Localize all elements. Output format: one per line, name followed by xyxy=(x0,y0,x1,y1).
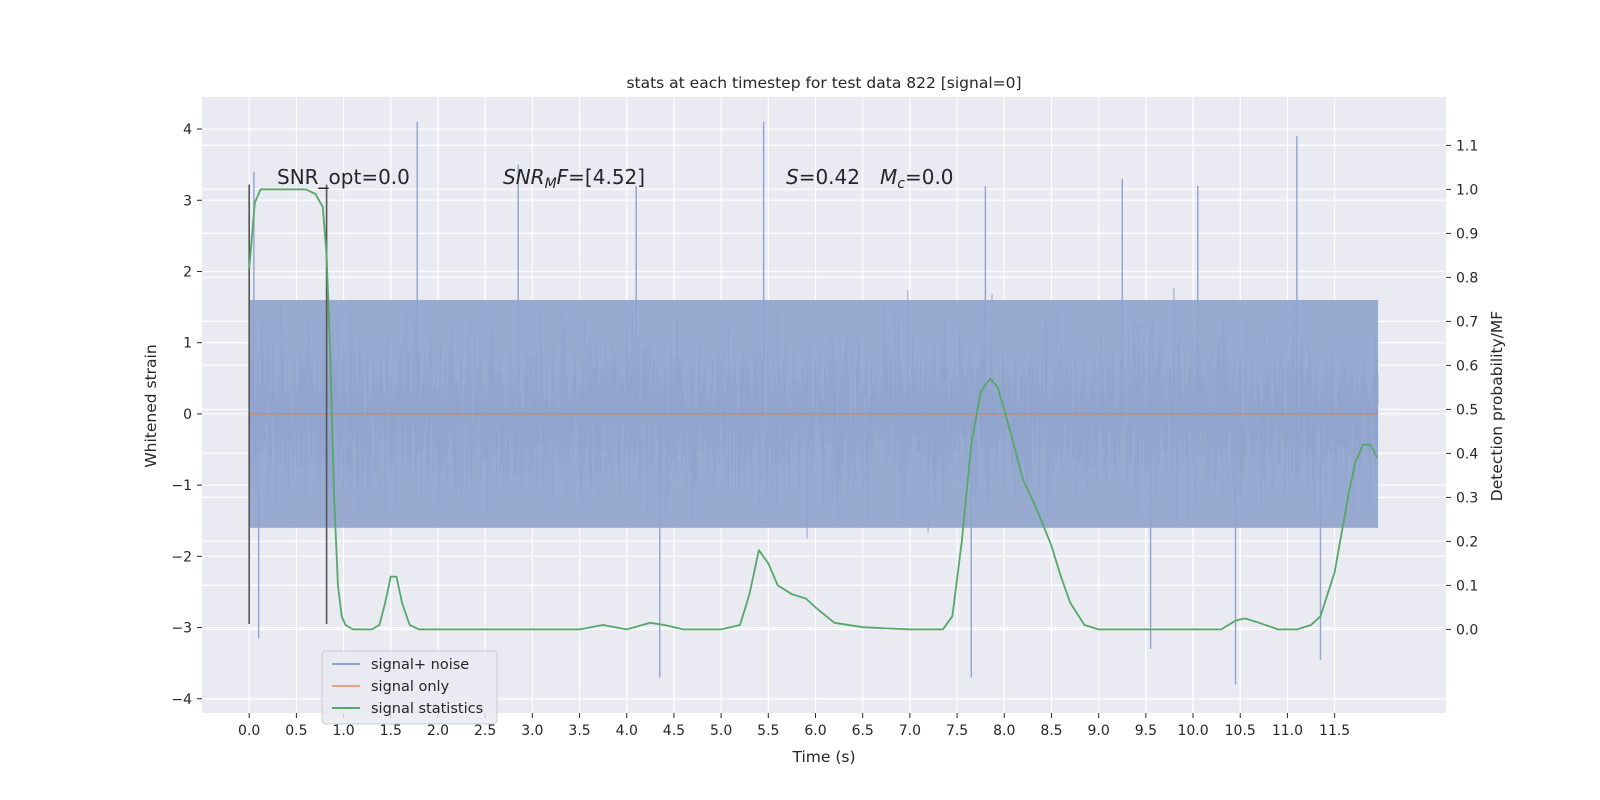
legend: signal+ noise signal only signal statist… xyxy=(321,650,498,725)
snr-mf-label-rest: F xyxy=(557,165,569,189)
y-right-tick-label: 0.5 xyxy=(1456,402,1478,418)
y-left-tick-label: −3 xyxy=(171,621,192,637)
y-right-tick-label: 0.0 xyxy=(1456,622,1478,638)
x-tick-label: 11.5 xyxy=(1319,723,1350,739)
y-axis-label-left: Whitened strain xyxy=(142,344,160,467)
legend-box xyxy=(321,650,498,725)
y-left-tick-label: 3 xyxy=(183,193,192,209)
y-left-tick-label: −1 xyxy=(171,478,192,494)
x-tick-label: 11.0 xyxy=(1272,723,1303,739)
x-tick-label: 0.5 xyxy=(285,723,307,739)
legend-label-signal-statistics: signal statistics xyxy=(371,701,483,717)
x-tick-label: 2.5 xyxy=(474,723,496,739)
ticks-layer: 0.0 0.5 1.0 1.5 2.0 2.5 3.0 3.5 4.0 4.5 5.0 5.5 6.0 6… xyxy=(171,122,1478,739)
x-tick-label: 6.5 xyxy=(852,723,874,739)
x-tick-label: 5.5 xyxy=(757,723,779,739)
x-tick-label: 7.5 xyxy=(946,723,968,739)
x-tick-label: 9.5 xyxy=(1135,723,1157,739)
legend-label-signal-noise: signal+ noise xyxy=(371,657,469,673)
y-right-tick-label: 0.3 xyxy=(1456,490,1478,506)
y-left-tick-label: 1 xyxy=(183,336,192,352)
y-left-tick-label: −4 xyxy=(171,692,192,708)
y-right-tick-label: 1.0 xyxy=(1456,182,1478,198)
snr-mf-label: SNR xyxy=(503,165,545,189)
mc-value: =0.0 xyxy=(905,165,954,189)
s-value: =0.42 xyxy=(799,165,860,189)
snr-mf-value: =[4.52] xyxy=(568,165,645,189)
x-tick-label: 0.0 xyxy=(238,723,260,739)
y-left-tick-label: 0 xyxy=(183,407,192,423)
x-tick-label: 8.5 xyxy=(1040,723,1062,739)
chart-title: stats at each timestep for test data 822… xyxy=(626,74,1021,92)
y-right-tick-label: 0.8 xyxy=(1456,270,1478,286)
mc-label: M xyxy=(880,165,897,189)
signal-statistics-line xyxy=(248,188,1378,631)
snr-mf-sub: M xyxy=(545,176,557,192)
x-tick-label: 3.5 xyxy=(568,723,590,739)
x-tick-label: 1.5 xyxy=(380,723,402,739)
y-right-tick-label: 0.7 xyxy=(1456,314,1478,330)
y-right-tick-label: 0.9 xyxy=(1456,226,1478,242)
y-right-tick-label: 0.2 xyxy=(1456,534,1478,550)
x-axis-label: Time (s) xyxy=(791,748,855,766)
x-tick-label: 6.0 xyxy=(804,723,826,739)
lines-layer xyxy=(248,184,1379,631)
y-left-tick-label: 2 xyxy=(183,264,192,280)
legend-label-signal-only: signal only xyxy=(371,679,450,695)
annotation-mc: Mc=0.0 xyxy=(880,165,954,192)
x-tick-label: 4.0 xyxy=(616,723,638,739)
x-tick-label: 8.0 xyxy=(993,723,1015,739)
x-tick-label: 10.5 xyxy=(1225,723,1256,739)
x-tick-label: 2.0 xyxy=(427,723,449,739)
x-tick-label: 9.0 xyxy=(1088,723,1110,739)
s-label: S xyxy=(786,165,799,189)
y-right-tick-label: 0.4 xyxy=(1456,446,1478,462)
annotation-snr-opt: SNR_opt=0.0 xyxy=(277,165,410,189)
y-axis-label-right: Detection probability/MF xyxy=(1488,311,1506,502)
x-tick-label: 7.0 xyxy=(899,723,921,739)
x-tick-label: 4.5 xyxy=(663,723,685,739)
x-tick-label: 5.0 xyxy=(710,723,732,739)
y-left-tick-label: 4 xyxy=(183,122,192,138)
y-right-tick-label: 0.6 xyxy=(1456,358,1478,374)
annotation-s: S=0.42 xyxy=(786,165,860,189)
x-tick-label: 1.0 xyxy=(332,723,354,739)
y-left-tick-label: −2 xyxy=(171,549,192,565)
mc-sub: c xyxy=(897,176,905,192)
x-tick-label: 3.0 xyxy=(521,723,543,739)
annotation-snr-mf: SNRMF=[4.52] xyxy=(503,165,645,192)
x-tick-label: 10.0 xyxy=(1177,723,1208,739)
y-right-tick-label: 1.1 xyxy=(1456,138,1478,154)
y-right-tick-label: 0.1 xyxy=(1456,578,1478,594)
